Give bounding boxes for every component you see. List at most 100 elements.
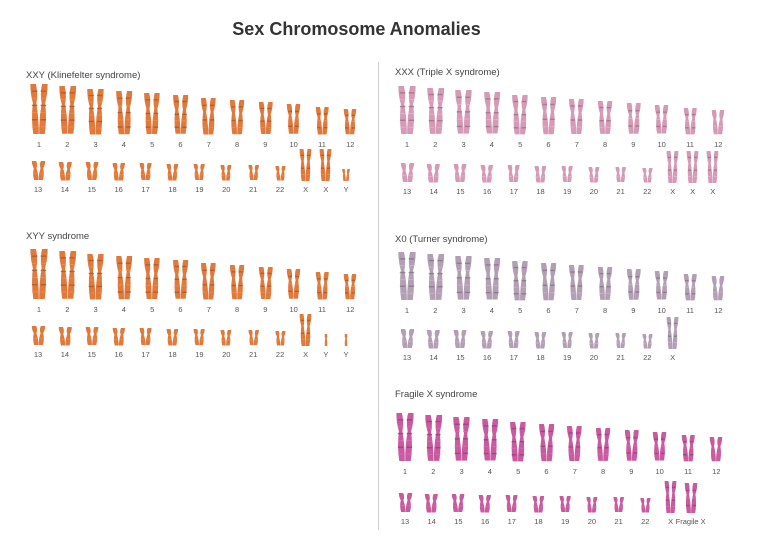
chromatid xyxy=(180,260,189,299)
chromosome-9 xyxy=(258,267,273,299)
chromatid xyxy=(645,497,651,512)
chromatid xyxy=(460,164,467,182)
chromatid xyxy=(124,90,132,134)
chromatid xyxy=(305,314,312,346)
page-title: Sex Chromosome Anomalies xyxy=(232,19,481,39)
chromatid xyxy=(319,149,326,181)
chromosome-18 xyxy=(166,328,179,345)
chromatid xyxy=(226,329,232,345)
chromosome-20 xyxy=(220,329,232,345)
chromatid xyxy=(280,330,286,345)
chromatid xyxy=(642,167,648,182)
chromatid xyxy=(655,271,662,300)
chromosome-11 xyxy=(681,434,695,461)
chromatid xyxy=(655,105,662,134)
chromosome-label-15: 15 xyxy=(456,353,465,362)
chromatid xyxy=(626,269,634,300)
chromosome-16 xyxy=(112,162,125,180)
chromosome-16 xyxy=(478,494,492,512)
chromosome-4 xyxy=(115,255,132,299)
chromatid xyxy=(87,88,96,134)
chromosome-label-2: 2 xyxy=(433,140,438,149)
chromatid xyxy=(299,149,306,181)
chromosome-x xyxy=(706,151,719,183)
chromosome-label-3: 3 xyxy=(93,305,98,314)
chromatid xyxy=(65,161,72,180)
chromatid xyxy=(538,423,547,461)
chromatid xyxy=(576,98,585,134)
chromosome-label-13: 13 xyxy=(400,517,410,526)
chromosome-label-7: 7 xyxy=(574,306,579,315)
chromosome-2 xyxy=(424,415,442,461)
chromosome-label-5: 5 xyxy=(518,306,523,315)
chromatid xyxy=(208,97,217,134)
chromosome-label-4: 4 xyxy=(121,140,126,149)
chromosome-label-9: 9 xyxy=(629,467,634,476)
chromatid xyxy=(145,163,152,180)
chromosome-label-x: X xyxy=(690,187,696,196)
chromatid xyxy=(653,432,660,461)
chromatid xyxy=(647,333,653,348)
chromatid xyxy=(38,326,45,345)
chromatid xyxy=(258,267,266,299)
chromatid xyxy=(91,327,99,345)
chromatid xyxy=(613,497,619,512)
chromosome-21 xyxy=(247,330,259,345)
chromatid xyxy=(605,267,613,300)
chromosome-13 xyxy=(400,163,414,182)
chromatid xyxy=(265,267,273,299)
chromosome-1 xyxy=(30,249,48,299)
chromosome-label-18: 18 xyxy=(536,187,545,196)
chromosome-label-17: 17 xyxy=(141,185,150,194)
chromosome-label-6: 6 xyxy=(178,305,183,314)
chromosome-label-13: 13 xyxy=(33,185,43,194)
chromosome-20 xyxy=(588,332,600,348)
chromosome-label-20: 20 xyxy=(589,187,599,196)
chromatid xyxy=(31,161,38,180)
chromatid xyxy=(172,260,181,299)
chromatid xyxy=(287,104,294,134)
panel-title-triple-x: XXX (Triple X syndrome) xyxy=(395,67,500,78)
chromatid xyxy=(407,86,416,134)
chromosome-label-15: 15 xyxy=(87,185,96,194)
chromatid xyxy=(201,97,209,134)
chromosome-label-y: Y xyxy=(343,185,349,194)
chromosome-label-1: 1 xyxy=(36,305,42,314)
chromatid xyxy=(325,149,332,181)
chromatid xyxy=(569,264,577,300)
chromatid xyxy=(548,262,557,300)
chromosome-18 xyxy=(534,331,547,348)
chromosome-label-17: 17 xyxy=(509,187,518,196)
chromosome-9 xyxy=(626,103,641,134)
chromosome-3 xyxy=(87,88,104,134)
chromosome-8 xyxy=(229,99,245,134)
chromatid xyxy=(427,163,434,182)
chromatid xyxy=(615,167,621,182)
chromatid xyxy=(344,334,348,346)
chromatid xyxy=(567,166,573,182)
chromosome-6 xyxy=(540,96,557,134)
chromosome-label-5: 5 xyxy=(516,467,521,476)
chromosome-label-14: 14 xyxy=(60,350,70,359)
chromosome-20 xyxy=(588,166,600,182)
chromatid xyxy=(712,151,719,183)
panel-title-xxy: XXY (Klinefelter syndrome) xyxy=(26,70,141,81)
chromatid xyxy=(690,273,697,300)
chromatid xyxy=(453,417,462,461)
chromosome-label-y: Y xyxy=(323,350,329,359)
chromosome-5 xyxy=(510,421,526,461)
chromosome-label-19: 19 xyxy=(563,353,572,362)
chromatid xyxy=(287,269,294,299)
chromosome-15 xyxy=(454,330,467,348)
chromatid xyxy=(455,90,464,134)
chromosome-1 xyxy=(396,413,414,461)
chromatid xyxy=(85,162,92,180)
chromatid xyxy=(507,331,514,348)
chromatid xyxy=(461,417,470,461)
chromatid xyxy=(180,95,189,134)
chromatid xyxy=(435,254,444,300)
chromosome-19 xyxy=(561,166,573,182)
chromatid xyxy=(483,92,492,134)
chromatid xyxy=(561,332,568,348)
chromosome-2 xyxy=(58,251,76,299)
